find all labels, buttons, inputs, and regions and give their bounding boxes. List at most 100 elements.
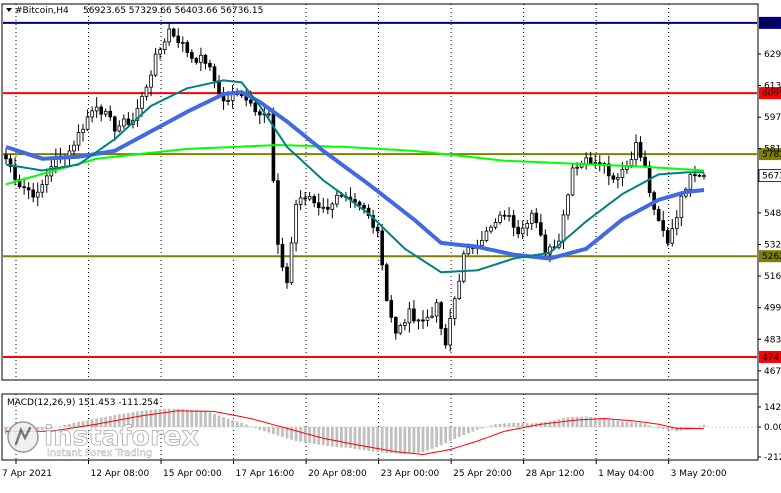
macd-histogram-bar [639,422,642,427]
macd-histogram-bar [321,427,325,446]
macd-histogram-bar [303,427,307,443]
macd-histogram-bar [231,419,235,427]
price-tick-label: 48378.30 [764,335,781,345]
candle-body [679,195,684,219]
instaforex-logo: instaforex Instant Forex Trading [7,421,199,459]
macd-histogram-bar [344,427,348,448]
macd-histogram-bar [194,410,198,427]
candle-body [149,74,153,88]
candle-body [634,142,638,161]
macd-histogram-bar [670,427,674,431]
candle-body [570,167,575,196]
level-price-tag [759,87,781,100]
candle-body [81,128,85,133]
macd-histogram-bar [498,423,502,427]
macd-histogram-bar [598,418,602,427]
macd-histogram-bar [172,408,176,427]
dropdown-triangle-icon[interactable] [6,8,12,12]
candle-body [384,264,389,301]
candle-body [407,308,412,324]
macd-histogram-bar [652,427,656,428]
macd-histogram-bar [389,427,393,454]
candle-body [199,54,203,63]
candle-body [26,187,31,191]
candle-body [108,110,113,118]
time-tick-label: 17 Apr 16:00 [236,469,295,479]
candle-body [480,240,484,247]
macd-histogram-bar [394,427,398,454]
candle-body [393,316,398,334]
candle-body [153,53,158,76]
candle-body [611,175,616,180]
macd-histogram-bar [54,427,58,428]
macd-histogram-bar [553,420,556,427]
logo-figure-icon [14,426,32,446]
level-price-tag [759,148,781,161]
candle-body [298,197,303,205]
candle-body [489,226,493,232]
candle-body [353,199,357,203]
price-tick-label: 49992.00 [764,304,781,314]
logo-badge-icon [7,421,39,453]
macd-histogram-bar [267,427,271,433]
candle-body [285,266,289,284]
macd-histogram-bar [543,421,547,427]
support-resistance-levels [3,21,757,358]
macd-histogram-bar [580,416,584,427]
macd-histogram-bar [294,427,298,442]
candle-body [543,234,548,255]
macd-histogram-bar [222,417,225,427]
macd-histogram-bar [371,427,375,452]
candle-body [656,208,661,221]
candle-body [112,116,117,132]
price-axis-ticks: 62950.50 61336.80 59721.10 58120.90 54833.10… [758,50,781,377]
candle-body [629,159,634,166]
macd-histogram-bar [675,427,679,432]
moving-averages [5,79,705,274]
time-tick-label: 20 Apr 08:00 [308,469,367,479]
macd-histogram-bar [480,427,484,429]
macd-histogram-bar [140,410,144,427]
candle-body [321,206,326,209]
macd-histogram-bar [376,427,380,453]
candle-body [312,196,317,204]
macd-histogram-bar [630,422,633,427]
time-axis-labels: 7 Apr 2021 12 Apr 08:00 15 Apr 00:00 17 Apr… [2,460,727,479]
candle-body [117,125,122,132]
macd-histogram-bar [36,427,40,431]
macd-histogram-bar [145,410,148,427]
macd-histogram-bar [616,420,620,427]
macd-histogram-bar [81,421,85,427]
current-price-tag [758,169,781,183]
macd-histogram-bar [643,424,647,427]
candle-body [693,174,697,177]
macd-histogram-bar [262,427,266,432]
ohlc-values: 56923.65 57329.66 56403.66 56736.15 [83,6,263,16]
macd-histogram-bar [512,422,516,427]
macd-histogram-bar [90,419,94,427]
symbol-label: #Bitcoin,H4 [15,6,69,16]
candle-body [511,215,516,228]
macd-histogram-bar [163,408,167,427]
level-price-labels: 64538.02 60950.06 57836.70 52620.47 47475.58… [758,16,781,363]
level-price-tag [759,16,781,29]
candle-body [194,57,199,63]
candle-body [498,214,502,223]
macd-histogram-bar [335,427,339,448]
time-tick-label: 3 May 20:00 [671,469,727,479]
macd-histogram-bar [358,427,361,450]
candle-body [702,175,706,178]
macd-histogram-bar [185,409,189,427]
candle-body [99,106,103,115]
macd-histogram-bar [258,427,262,430]
macd-histogram-bar [516,422,520,427]
candle-body [330,203,335,210]
candle-body [502,214,507,217]
candle-body [434,302,439,317]
price-tick-label: 54833.10 [764,209,781,219]
macd-histogram-bar [566,417,570,427]
macd-histogram-bar [126,412,130,427]
macd-indicator [3,408,757,456]
macd-histogram-bar [176,409,180,427]
macd-histogram-bar [602,418,606,427]
